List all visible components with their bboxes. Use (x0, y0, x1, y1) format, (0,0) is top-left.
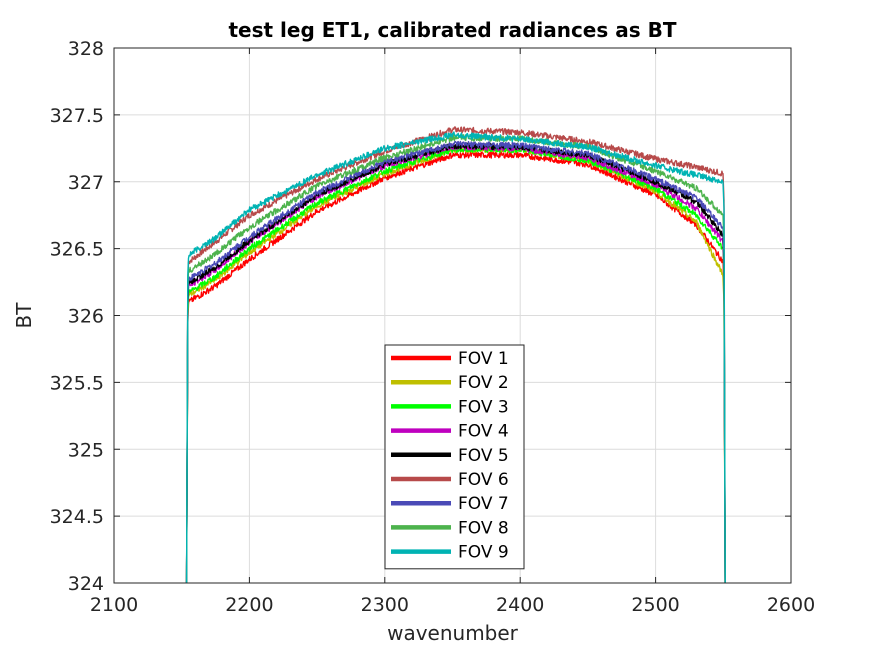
x-tick-label: 2500 (631, 594, 679, 616)
axis-ticks: 2100 2200 2300 2400 2500 2600 324 324.5 325 325.5… (50, 38, 816, 616)
y-tick-label: 326 (68, 306, 104, 328)
y-tick-label: 324 (68, 573, 104, 595)
legend: FOV 1 FOV 2 FOV 3 FOV 4 FOV 5 FOV 6 FOV 7 FOV 8… (384, 344, 525, 570)
legend-label: FOV 2 (458, 373, 509, 393)
series-line-fov-8 (185, 134, 726, 583)
series-layer (185, 126, 726, 583)
y-tick-label: 327.5 (50, 105, 104, 127)
x-tick-label: 2200 (225, 594, 273, 616)
y-axis-label: BT (12, 302, 36, 329)
legend-label: FOV 6 (458, 470, 509, 490)
y-tick-label: 325 (68, 439, 104, 461)
legend-label: FOV 1 (458, 349, 509, 369)
legend-label: FOV 7 (458, 494, 509, 514)
chart-title: test leg ET1, calibrated radiances as BT (229, 18, 677, 42)
series-line-fov-1 (185, 151, 726, 583)
y-tick-label: 324.5 (50, 506, 104, 528)
legend-label: FOV 4 (458, 422, 509, 442)
x-tick-label: 2100 (90, 594, 138, 616)
legend-label: FOV 3 (458, 397, 509, 417)
series-line-fov-6 (185, 126, 726, 583)
y-tick-label: 325.5 (50, 372, 104, 394)
x-tick-label: 2400 (496, 594, 544, 616)
legend-label: FOV 8 (458, 518, 509, 538)
x-tick-label: 2600 (767, 594, 815, 616)
x-tick-label: 2300 (361, 594, 409, 616)
y-tick-label: 326.5 (50, 239, 104, 261)
series-line-fov-9 (185, 131, 726, 583)
legend-label: FOV 5 (458, 446, 509, 466)
y-tick-label: 327 (68, 172, 104, 194)
x-axis-label: wavenumber (387, 621, 519, 645)
y-tick-label: 328 (68, 38, 104, 60)
legend-label: FOV 9 (458, 543, 509, 563)
series-line-fov-7 (185, 140, 726, 583)
